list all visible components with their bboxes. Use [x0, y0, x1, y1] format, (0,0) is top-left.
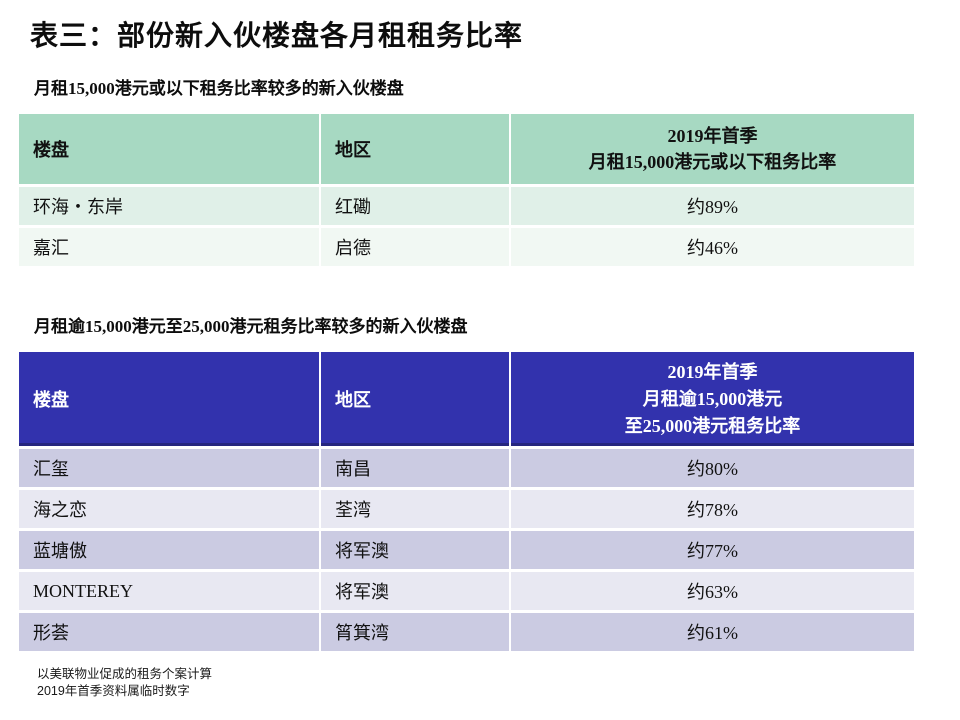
- table1-subtitle: 月租15,000港元或以下租务比率较多的新入伙楼盘: [34, 79, 404, 98]
- header-estate: 楼盘: [19, 352, 319, 449]
- table-row: MONTEREY 将军澳 约63%: [19, 572, 914, 613]
- district-cell: 红磡: [319, 187, 509, 228]
- estate-cell: 嘉汇: [19, 228, 319, 269]
- ratio-cell: 约63%: [509, 572, 914, 613]
- table-row: 环海・东岸 红磡 约89%: [19, 187, 914, 228]
- table-row: 蓝塘傲 将军澳 约77%: [19, 531, 914, 572]
- header-ratio: 2019年首季 月租15,000港元或以下租务比率: [509, 114, 914, 187]
- table-row: 海之恋 荃湾 约78%: [19, 490, 914, 531]
- estate-cell: 形荟: [19, 613, 319, 654]
- header-district: 地区: [319, 352, 509, 449]
- table-row: 汇玺 南昌 约80%: [19, 449, 914, 490]
- district-cell: 筲箕湾: [319, 613, 509, 654]
- header-district: 地区: [319, 114, 509, 187]
- header-estate: 楼盘: [19, 114, 319, 187]
- ratio-cell: 约77%: [509, 531, 914, 572]
- ratio-cell: 约80%: [509, 449, 914, 490]
- footnote-line: 2019年首季资料属临时数字: [37, 684, 190, 698]
- estate-cell: 环海・东岸: [19, 187, 319, 228]
- header-ratio: 2019年首季 月租逾15,000港元 至25,000港元租务比率: [509, 352, 914, 449]
- table-row: 嘉汇 启德 约46%: [19, 228, 914, 269]
- estate-cell: 汇玺: [19, 449, 319, 490]
- district-cell: 启德: [319, 228, 509, 269]
- ratio-cell: 约46%: [509, 228, 914, 269]
- district-cell: 南昌: [319, 449, 509, 490]
- estate-cell: MONTEREY: [19, 572, 319, 613]
- table-rent-15000-or-below: 楼盘 地区 2019年首季 月租15,000港元或以下租务比率 环海・东岸 红磡…: [19, 114, 914, 269]
- table-header-row: 楼盘 地区 2019年首季 月租15,000港元或以下租务比率: [19, 114, 914, 187]
- table2-subtitle: 月租逾15,000港元至25,000港元租务比率较多的新入伙楼盘: [34, 317, 468, 336]
- ratio-cell: 约61%: [509, 613, 914, 654]
- estate-cell: 蓝塘傲: [19, 531, 319, 572]
- estate-cell: 海之恋: [19, 490, 319, 531]
- district-cell: 将军澳: [319, 572, 509, 613]
- footnote-line: 以美联物业促成的租务个案计算: [37, 667, 213, 681]
- table-row: 形荟 筲箕湾 约61%: [19, 613, 914, 654]
- page-title: 表三：部份新入伙楼盘各月租租务比率: [30, 20, 524, 51]
- district-cell: 荃湾: [319, 490, 509, 531]
- ratio-cell: 约89%: [509, 187, 914, 228]
- district-cell: 将军澳: [319, 531, 509, 572]
- ratio-cell: 约78%: [509, 490, 914, 531]
- table-header-row: 楼盘 地区 2019年首季 月租逾15,000港元 至25,000港元租务比率: [19, 352, 914, 449]
- table-rent-15000-to-25000: 楼盘 地区 2019年首季 月租逾15,000港元 至25,000港元租务比率 …: [19, 352, 914, 654]
- footnotes: 以美联物业促成的租务个案计算 2019年首季资料属临时数字: [37, 666, 212, 700]
